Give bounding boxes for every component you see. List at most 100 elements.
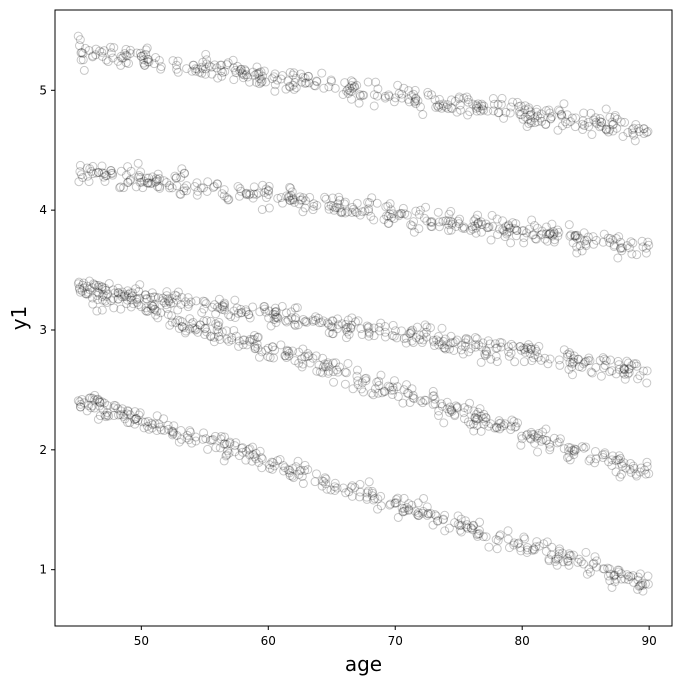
data-point <box>269 315 279 325</box>
data-point <box>340 78 350 88</box>
data-point <box>156 308 166 318</box>
data-point <box>341 323 351 333</box>
data-point <box>241 189 251 199</box>
data-point <box>470 333 480 343</box>
data-point <box>103 401 113 411</box>
data-point <box>349 82 359 92</box>
data-point <box>248 302 258 312</box>
data-point <box>393 512 403 522</box>
data-point <box>333 199 343 209</box>
data-point <box>428 399 438 409</box>
data-point <box>141 173 151 183</box>
data-point <box>119 410 129 420</box>
data-point <box>473 219 483 229</box>
data-point <box>639 129 649 139</box>
data-point <box>150 419 160 429</box>
data-point <box>436 399 446 409</box>
data-point <box>555 106 565 116</box>
data-point <box>159 414 169 424</box>
data-point <box>497 93 507 103</box>
data-point <box>530 438 540 448</box>
data-point <box>535 113 545 123</box>
data-point <box>644 240 654 250</box>
data-point <box>232 61 242 71</box>
data-point <box>488 94 498 104</box>
data-point <box>102 408 112 417</box>
data-point <box>208 183 218 192</box>
data-point <box>607 455 617 465</box>
data-point <box>406 326 416 336</box>
data-point <box>100 283 110 293</box>
data-point <box>149 59 159 69</box>
data-point <box>201 49 211 59</box>
data-point <box>116 304 126 314</box>
data-point <box>531 542 541 552</box>
data-point <box>144 57 154 67</box>
data-point <box>238 447 248 457</box>
data-point <box>270 309 280 319</box>
data-point <box>510 422 520 432</box>
data-point <box>564 442 574 452</box>
data-point <box>516 546 526 556</box>
data-point <box>491 343 501 353</box>
data-point <box>338 483 348 493</box>
data-point <box>570 231 580 241</box>
data-point <box>399 334 409 344</box>
data-point <box>503 221 513 231</box>
data-point <box>267 464 277 474</box>
data-point <box>527 215 537 225</box>
data-point <box>519 357 529 367</box>
data-point <box>224 194 234 204</box>
data-point <box>95 411 105 421</box>
data-point <box>239 70 249 80</box>
data-point <box>138 50 148 60</box>
data-point <box>372 377 382 387</box>
data-point <box>367 491 377 501</box>
data-point <box>190 182 200 192</box>
data-point <box>369 331 379 341</box>
data-point <box>290 315 300 325</box>
data-point <box>156 62 166 72</box>
data-point <box>88 299 98 309</box>
data-point <box>335 362 345 372</box>
data-point <box>273 456 283 466</box>
data-point <box>311 469 321 479</box>
data-point <box>254 68 264 78</box>
data-point <box>97 161 107 171</box>
data-point <box>346 482 356 492</box>
data-point <box>579 559 589 569</box>
data-point <box>506 425 516 435</box>
data-point <box>537 229 547 239</box>
data-point <box>190 323 200 333</box>
data-point <box>568 357 578 367</box>
data-point <box>470 413 480 423</box>
data-point <box>220 432 230 442</box>
data-point <box>360 374 370 384</box>
data-point <box>284 351 294 361</box>
data-point <box>639 124 649 134</box>
data-point <box>569 351 579 361</box>
data-point <box>241 446 251 456</box>
data-point <box>277 71 287 81</box>
data-point <box>526 110 536 120</box>
data-point <box>304 351 314 361</box>
data-point <box>642 127 652 137</box>
data-point <box>473 99 483 109</box>
data-point <box>294 199 304 209</box>
data-point <box>470 221 480 231</box>
data-point <box>632 361 642 371</box>
data-point <box>557 548 567 558</box>
data-point <box>107 168 117 178</box>
data-point <box>438 101 448 111</box>
data-point <box>285 465 295 475</box>
data-point <box>520 112 530 122</box>
data-point <box>607 366 617 376</box>
data-point <box>614 567 624 577</box>
data-point <box>361 376 371 386</box>
data-point <box>350 207 360 217</box>
data-point <box>603 233 613 243</box>
data-point <box>162 178 172 188</box>
data-point <box>251 77 261 87</box>
data-point <box>433 207 443 217</box>
data-point <box>642 366 652 376</box>
